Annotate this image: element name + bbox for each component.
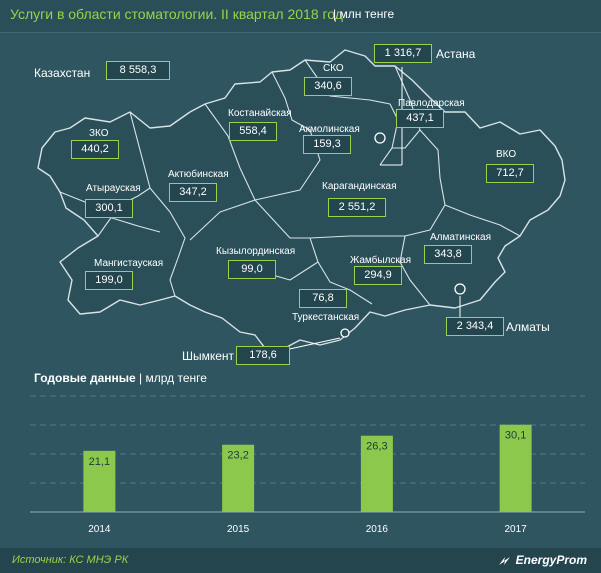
chart-bar-2016 <box>360 435 393 512</box>
shymkent-marker <box>340 328 350 338</box>
region-value-pavlodar: 437,1 <box>396 109 444 128</box>
region-label-karaganda: Карагандинская <box>322 181 397 192</box>
astana-label: Астана <box>436 47 476 61</box>
shymkent-value: 178,6 <box>236 346 290 365</box>
region-label-akmola: Акмолинская <box>299 124 360 135</box>
region-value-zko: 440,2 <box>71 140 119 159</box>
region-label-turkestan: Туркестанская <box>292 312 360 323</box>
region-value-almaty-obl: 343,8 <box>424 245 472 264</box>
region-label-zko: ЗКО <box>89 128 109 139</box>
region-label-mangystau: Мангистауская <box>94 258 164 269</box>
annual-title-unit: | млрд тенге <box>139 371 207 385</box>
region-label-pavlodar: Павлодарская <box>398 98 465 109</box>
page-title: Услуги в области стоматологии. II кварта… <box>10 6 343 22</box>
annual-chart-svg: 21,1 2014 23,2 2015 26,3 2016 30,1 2017 <box>30 395 585 535</box>
region-label-kostanay: Костанайская <box>228 108 292 119</box>
region-value-kostanay: 558,4 <box>229 122 277 141</box>
astana-value: 1 316,7 <box>374 44 432 63</box>
border-zhambyl-turkestan <box>309 237 373 305</box>
border-kostanay-akmola <box>254 71 321 201</box>
brand-logo: EnergyProm <box>497 553 587 567</box>
region-value-turkestan: 76,8 <box>299 289 347 308</box>
almaty-marker <box>454 283 466 295</box>
region-value-kyzylorda: 99,0 <box>228 260 276 279</box>
region-label-atyrau: Атырауская <box>86 183 141 194</box>
region-value-aktobe: 347,2 <box>169 183 217 202</box>
annual-title: Годовые данные | млрд тенге <box>34 371 207 385</box>
region-value-akmola: 159,3 <box>303 135 351 154</box>
chart-bar-2014 <box>83 450 116 512</box>
chart-value-label-2016: 26,3 <box>366 441 387 453</box>
kazakhstan-label: Казахстан <box>34 66 91 80</box>
annual-chart: 21,1 2014 23,2 2015 26,3 2016 30,1 2017 <box>30 392 585 542</box>
source-text: Источник: КС МНЭ РК <box>12 554 129 566</box>
chart-bar-2017 <box>499 424 532 512</box>
chart-value-label-2017: 30,1 <box>505 430 526 442</box>
title-bar: Услуги в области стоматологии. II кварта… <box>0 0 601 33</box>
region-label-vko: ВКО <box>496 149 517 160</box>
region-label-almaty-obl: Алматинская <box>430 232 491 243</box>
border-atyrau-mangystau <box>59 191 161 233</box>
title-unit: | млн тенге <box>333 7 395 21</box>
border-almaty-obl <box>444 204 521 237</box>
chart-tick-label-2015: 2015 <box>227 524 250 535</box>
region-value-sko: 340,6 <box>304 77 352 96</box>
border-zhambyl <box>399 235 431 306</box>
region-label-zhambyl: Жамбылская <box>350 255 411 266</box>
almaty-value: 2 343,4 <box>446 317 504 336</box>
chart-value-label-2014: 21,1 <box>89 456 110 468</box>
region-value-mangystau: 199,0 <box>85 271 133 290</box>
almaty-label: Алматы <box>506 320 550 334</box>
chart-tick-label-2016: 2016 <box>366 524 389 535</box>
region-label-aktobe: Актюбинская <box>168 169 229 180</box>
kazakhstan-map: Казахстан 8 558,3 1 316,7 Астана СКО 340… <box>0 32 601 372</box>
brand-name: EnergyProm <box>515 553 587 567</box>
energyprom-icon <box>498 556 510 565</box>
chart-bar-2015 <box>222 444 255 512</box>
annual-title-text: Годовые данные <box>34 371 136 385</box>
border-aktobe-kostanay <box>189 103 256 241</box>
kazakhstan-value: 8 558,3 <box>106 61 170 80</box>
shymkent-label: Шымкент <box>182 349 235 363</box>
chart-tick-label-2014: 2014 <box>88 524 111 535</box>
region-value-zhambyl: 294,9 <box>354 266 402 285</box>
border-aktobe-kyzylorda <box>149 187 186 297</box>
chart-value-label-2015: 23,2 <box>227 450 248 462</box>
region-value-karaganda: 2 551,2 <box>328 198 386 217</box>
region-label-kyzylorda: Кызылординская <box>216 246 296 257</box>
chart-tick-label-2017: 2017 <box>505 524 528 535</box>
region-value-atyrau: 300,1 <box>85 199 133 218</box>
region-label-sko: СКО <box>323 63 344 74</box>
footer: Источник: КС МНЭ РК EnergyProm <box>0 548 601 573</box>
region-value-vko: 712,7 <box>486 164 534 183</box>
astana-marker <box>374 132 386 144</box>
